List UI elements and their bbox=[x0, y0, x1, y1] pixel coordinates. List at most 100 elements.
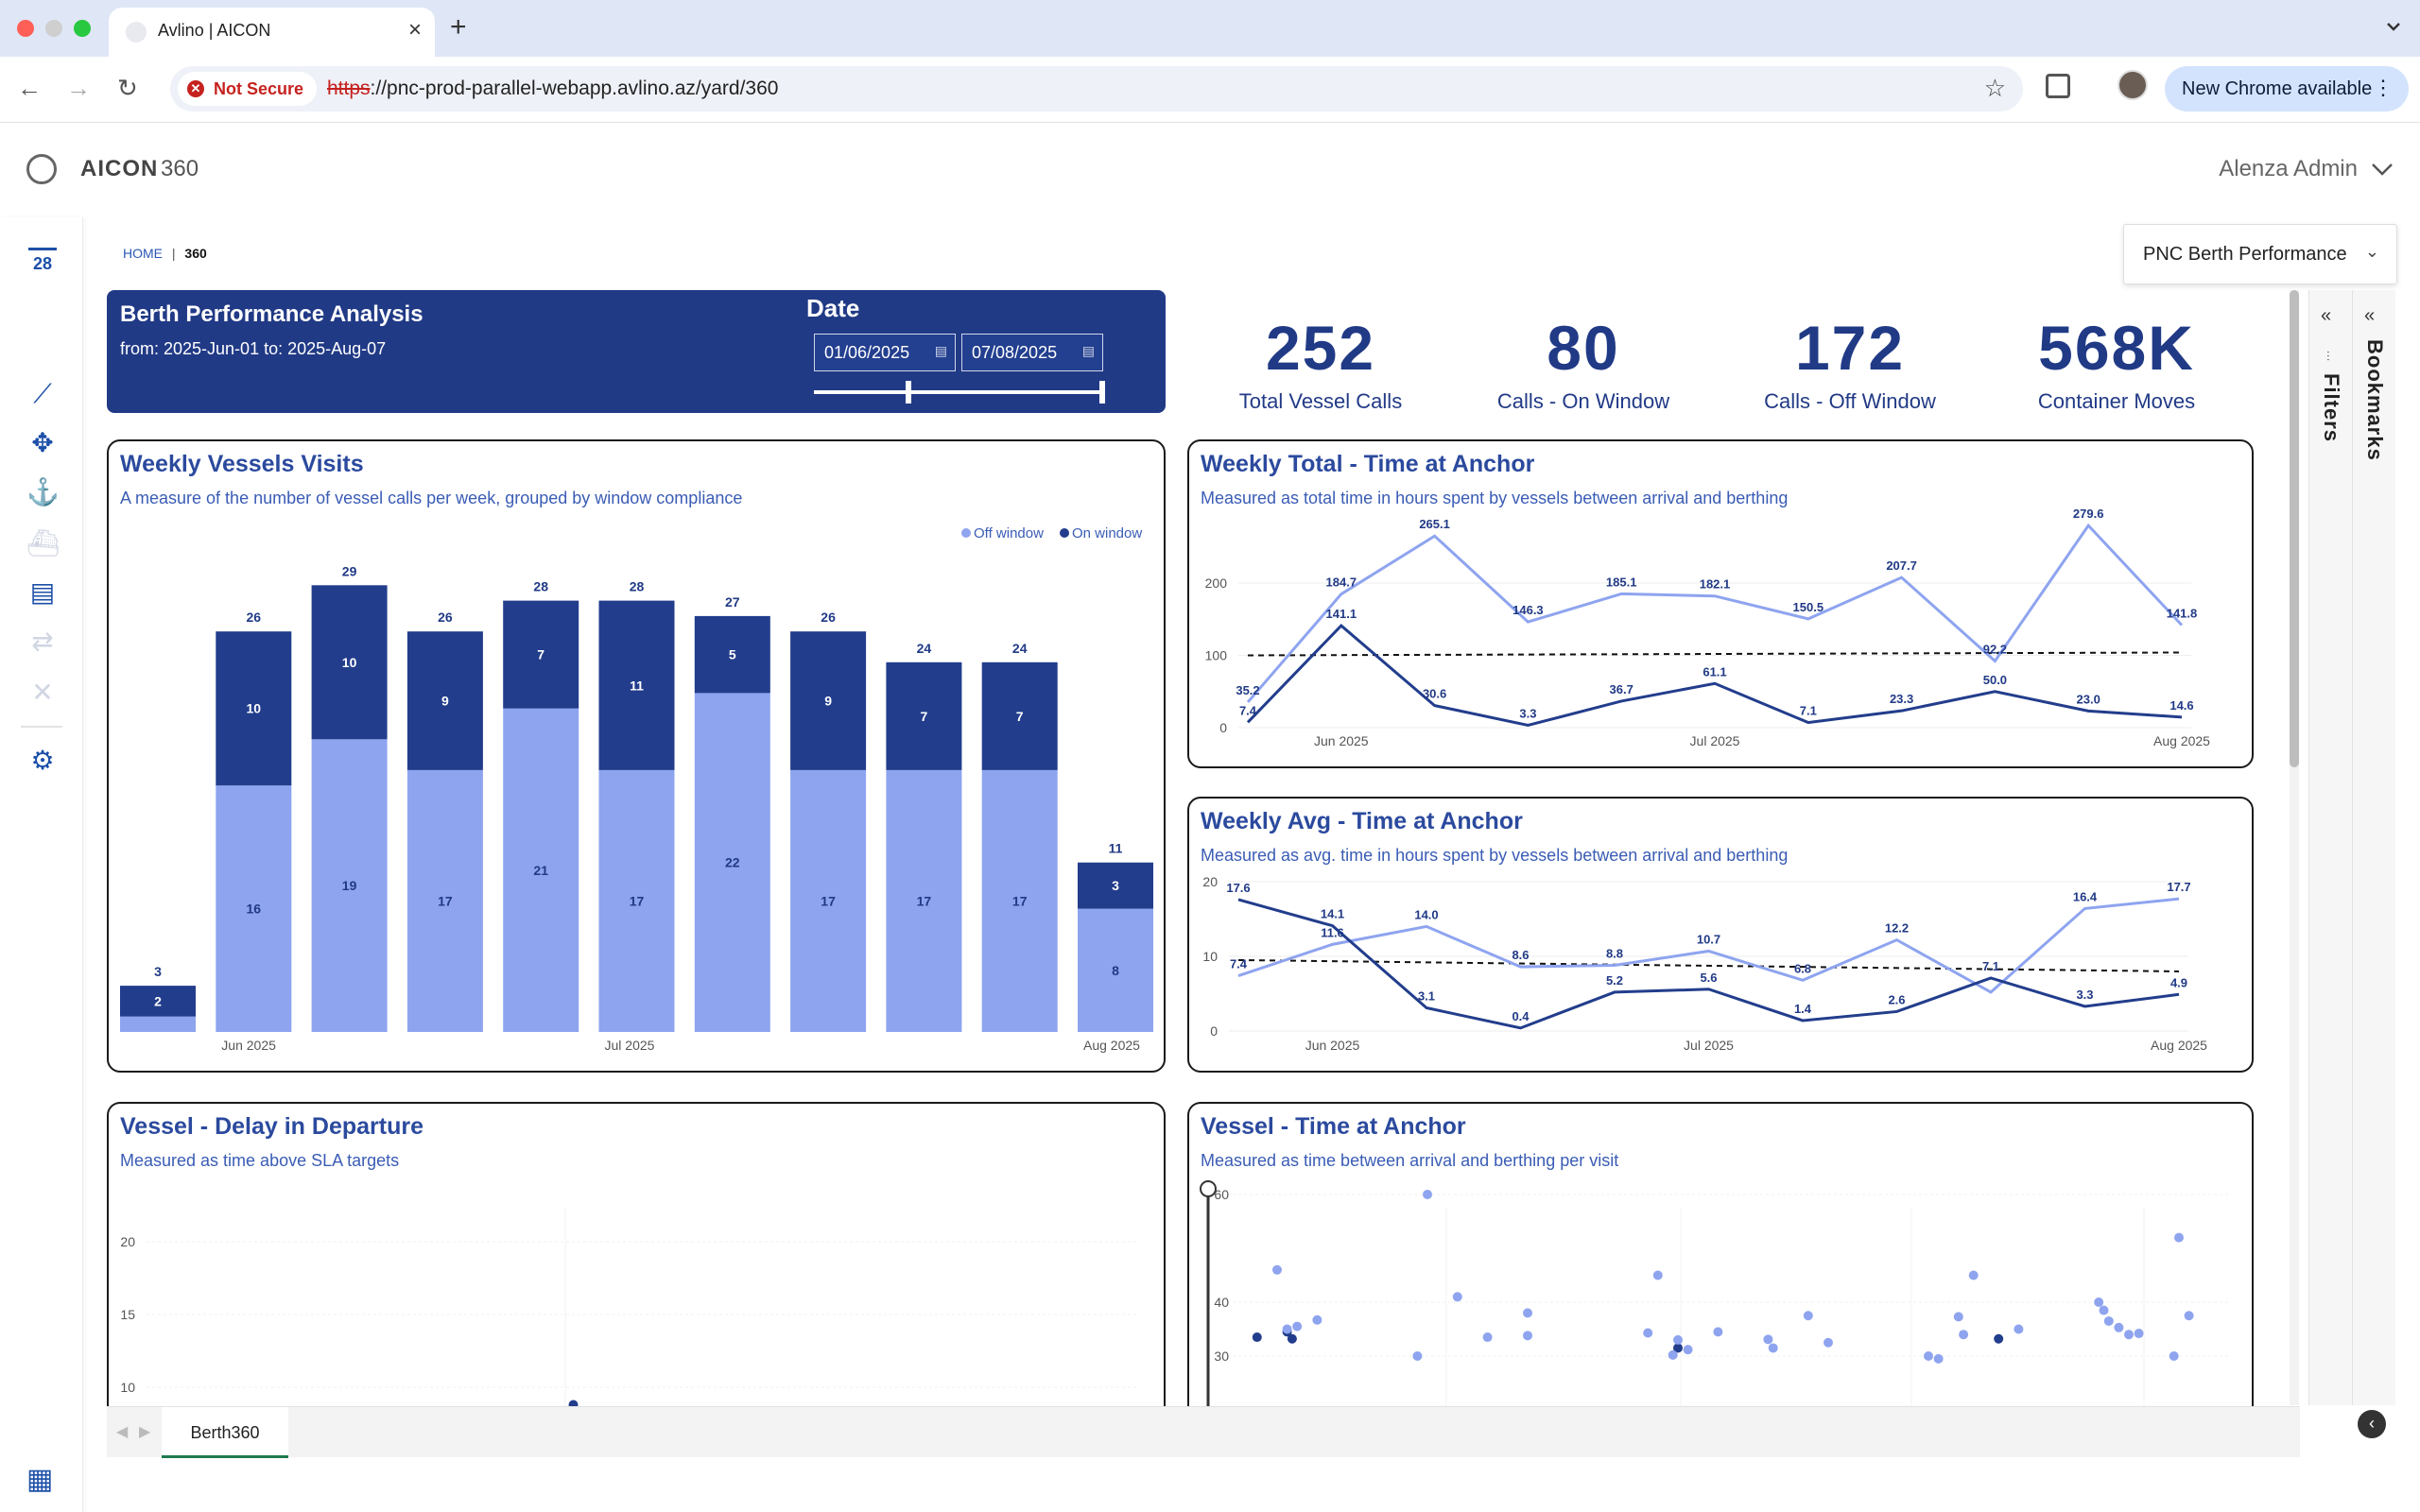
bookmark-star-icon[interactable]: ☆ bbox=[1983, 74, 2006, 102]
legend-swatch-on bbox=[1060, 528, 1069, 538]
collapse-circle-icon[interactable]: ‹ bbox=[2358, 1410, 2386, 1438]
security-chip[interactable]: ✕ Not Secure bbox=[178, 72, 318, 106]
kpi-value: 252 bbox=[1265, 313, 1376, 383]
data-label: 5.2 bbox=[1606, 973, 1623, 988]
banner-date-range: from: 2025-Jun-01 to: 2025-Aug-07 bbox=[120, 339, 387, 358]
kpi-label: Total Vessel Calls bbox=[1238, 389, 1403, 413]
bar-on-window bbox=[120, 986, 196, 1017]
user-name: Alenza Admin bbox=[2219, 156, 2358, 181]
maximize-window-button[interactable] bbox=[74, 20, 91, 37]
time-at-anchor-panel[interactable]: 30 40 60 Vessel - Time at Anchor Measured … bbox=[1187, 1102, 2254, 1423]
scatter-point bbox=[1933, 1353, 1944, 1364]
weekly-total-chart: 0 100 200 35.2 184.7 265.1 146.3 185.1 182.1 150.… bbox=[1205, 507, 2211, 748]
address-bar[interactable]: ✕ Not Secure https://pnc-prod-parallel-w… bbox=[170, 66, 2023, 112]
more-menu-icon[interactable]: ⋮ bbox=[2373, 76, 2394, 99]
sheet-next-icon[interactable]: ▶ bbox=[139, 1424, 151, 1440]
chrome-update-button[interactable]: New Chrome available ⋮ bbox=[2165, 66, 2409, 112]
data-label: 7.4 bbox=[1239, 703, 1257, 717]
close-window-button[interactable] bbox=[17, 20, 34, 37]
app-header: AICON 360 Alenza Admin bbox=[0, 124, 2420, 216]
scatter-point bbox=[2094, 1297, 2104, 1307]
date-range-slider[interactable] bbox=[814, 390, 1102, 394]
new-tab-icon[interactable]: + bbox=[450, 11, 467, 43]
data-label: 8.6 bbox=[1512, 948, 1529, 962]
expand-chevrons-icon[interactable]: « bbox=[2321, 305, 2332, 326]
scatter-point bbox=[1968, 1270, 1979, 1280]
y-tick-label: 10 bbox=[120, 1380, 135, 1395]
bar-on-window bbox=[694, 615, 770, 694]
ship-icon: ⛴ bbox=[26, 528, 60, 558]
browser-tab-active[interactable]: Avlino | AICON × bbox=[109, 8, 435, 57]
report-scrollbar-track[interactable] bbox=[2290, 290, 2299, 1405]
scatter-point bbox=[1652, 1270, 1663, 1280]
sheet-tab-berth360[interactable]: Berth360 bbox=[162, 1407, 288, 1458]
expand-chevrons-icon[interactable]: « bbox=[2364, 305, 2376, 326]
report-bookmark-dropdown[interactable]: PNC Berth Performance ⌄ bbox=[2123, 224, 2397, 284]
weekly-vessels-visits-panel[interactable]: Off window On window 2 3 16 10 26 19 10 29 17 9 26 21… bbox=[107, 439, 1166, 1073]
breadcrumb-home[interactable]: HOME bbox=[123, 246, 163, 261]
clipboard-clock-icon[interactable]: ▤ bbox=[29, 577, 56, 607]
browser-toolbar: ← → ↻ ✕ Not Secure https://pnc-prod-para… bbox=[0, 57, 2420, 123]
scatter-point bbox=[1252, 1332, 1262, 1343]
calendar-icon[interactable]: 28 bbox=[28, 248, 57, 274]
warning-icon: ✕ bbox=[187, 80, 204, 97]
bar-label-on: 10 bbox=[247, 701, 262, 716]
report-scrollbar-thumb[interactable] bbox=[2290, 290, 2299, 767]
analytics-icon[interactable]: ⟋ bbox=[33, 379, 52, 408]
bar-off-window bbox=[790, 769, 867, 1032]
kpi-calls-on-window: 80 Calls - On Window bbox=[1456, 312, 1711, 414]
data-label: 3.1 bbox=[1418, 989, 1435, 1004]
bar-on-window bbox=[886, 662, 962, 770]
y-tick-label: 200 bbox=[1205, 576, 1228, 591]
forward-arrow-icon[interactable]: → bbox=[66, 74, 91, 102]
slider-handle-start[interactable] bbox=[906, 381, 911, 404]
data-label: 2.6 bbox=[1888, 992, 1905, 1006]
bar-label-off: 17 bbox=[917, 893, 932, 908]
calendar-icon[interactable]: ▤ bbox=[1081, 343, 1095, 358]
tab-search-chevron-icon[interactable] bbox=[2384, 17, 2403, 41]
tools-icon: ✕ bbox=[31, 678, 54, 707]
settings-gear-icon[interactable]: ⚙ bbox=[30, 746, 55, 775]
delay-departure-panel[interactable]: 10 15 20 Vessel - Delay in Departure Measu… bbox=[107, 1102, 1166, 1423]
app-logo-icon[interactable] bbox=[26, 154, 57, 184]
date-from-input[interactable]: 01/06/2025 ▤ bbox=[814, 334, 956, 371]
bar-off-window bbox=[886, 769, 962, 1032]
y-tick-label: 40 bbox=[1214, 1295, 1229, 1310]
app-subtitle: 360 bbox=[161, 156, 199, 181]
move-arrows-icon[interactable]: ✥ bbox=[31, 428, 54, 457]
bar-label-on: 7 bbox=[537, 647, 544, 662]
scatter-point bbox=[2184, 1311, 2194, 1321]
profile-avatar[interactable] bbox=[2118, 70, 2148, 100]
anchor-icon[interactable]: ⚓ bbox=[26, 477, 60, 507]
sheet-prev-icon[interactable]: ◀ bbox=[116, 1424, 129, 1440]
bar-label-off: 17 bbox=[1012, 893, 1028, 908]
weekly-total-anchor-panel[interactable]: 0 100 200 35.2 184.7 265.1 146.3 185.1 182.1 150.… bbox=[1187, 439, 2254, 768]
minimize-window-button[interactable] bbox=[45, 20, 62, 37]
swap-arrows-icon: ⇄ bbox=[31, 627, 54, 656]
scatter-point bbox=[1673, 1343, 1683, 1353]
data-label: 3.3 bbox=[1519, 706, 1536, 720]
data-label: 141.1 bbox=[1326, 607, 1357, 621]
bar-off-window bbox=[216, 785, 292, 1032]
slider-handle-end[interactable] bbox=[1099, 381, 1105, 404]
bar-on-window bbox=[598, 600, 675, 770]
delay-scatter-chart: 10 15 20 bbox=[120, 1208, 1139, 1423]
back-arrow-icon[interactable]: ← bbox=[17, 74, 42, 102]
bar-total-label: 28 bbox=[630, 579, 645, 594]
date-to-input[interactable]: 07/08/2025 ▤ bbox=[961, 334, 1103, 371]
building-icon[interactable]: ▦ bbox=[26, 1464, 54, 1495]
calendar-icon[interactable]: ▤ bbox=[934, 343, 947, 358]
date-label: Date bbox=[806, 294, 860, 322]
user-menu[interactable]: Alenza Admin bbox=[2219, 156, 2394, 182]
bookmarks-pane[interactable]: « Bookmarks bbox=[2352, 290, 2395, 1405]
reload-icon[interactable]: ↻ bbox=[117, 74, 138, 102]
data-label: 92.2 bbox=[1983, 642, 2007, 656]
tab-close-icon[interactable]: × bbox=[407, 17, 422, 43]
bar-off-window bbox=[406, 769, 483, 1032]
filters-pane[interactable]: « ⫶ Filters bbox=[2308, 290, 2352, 1405]
extensions-icon[interactable] bbox=[2046, 74, 2070, 98]
scatter-point bbox=[1412, 1351, 1423, 1361]
weekly-avg-anchor-panel[interactable]: 0 10 20 7.4 11.6 14.0 8.6 8.8 10.7 6.8 12.2 16.4 17.… bbox=[1187, 797, 2254, 1073]
legend-swatch-off bbox=[961, 528, 971, 538]
series-on-window-line bbox=[1246, 624, 2183, 728]
